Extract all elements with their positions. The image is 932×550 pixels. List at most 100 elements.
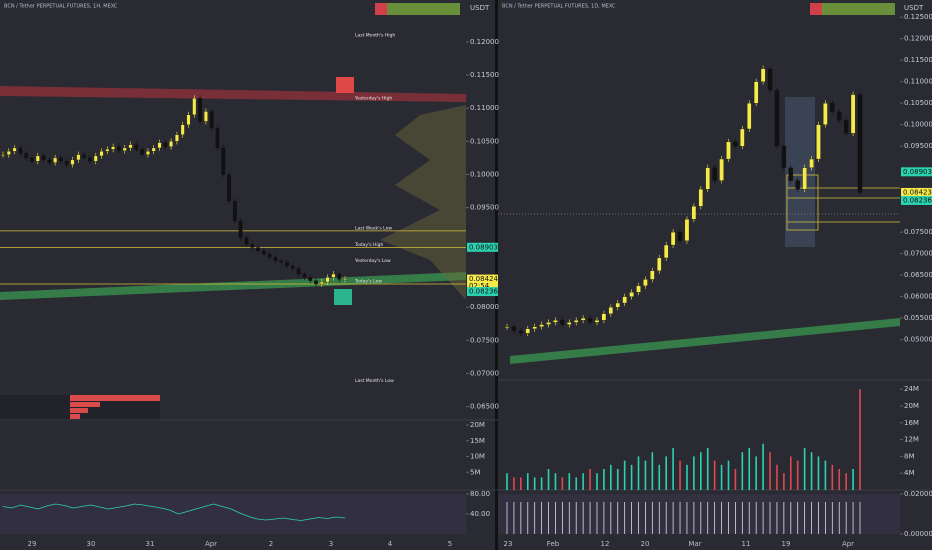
volume-bar — [596, 473, 598, 490]
candle — [587, 317, 593, 323]
price-tick-label: 0.12000 — [904, 35, 932, 43]
candle — [601, 313, 607, 321]
volume-bar — [831, 464, 834, 490]
candle — [560, 320, 565, 325]
volume-bar — [644, 460, 647, 490]
price-tick-label: 0.05500 — [904, 314, 932, 322]
candle — [192, 98, 197, 115]
time-label: 2 — [269, 540, 273, 548]
price-tag — [901, 195, 932, 205]
candle — [267, 253, 272, 258]
candle — [795, 180, 800, 190]
time-label: Feb — [547, 540, 560, 548]
toolbar-buttons[interactable] — [375, 3, 460, 15]
toolbar-button[interactable] — [375, 3, 387, 15]
time-label: 4 — [388, 540, 393, 548]
candle — [24, 153, 29, 159]
currency: USDT — [470, 4, 490, 12]
volume-bar — [741, 452, 744, 490]
candle — [643, 279, 648, 287]
volume-bar — [575, 477, 578, 490]
candle — [99, 151, 104, 157]
toolbar-button[interactable] — [810, 3, 822, 15]
price-tag-label: 0.08903 — [903, 168, 932, 176]
volume-tick-label: 16M — [904, 419, 919, 427]
volume-bar — [520, 477, 522, 490]
volume-bar — [838, 469, 841, 490]
volume-tick-label: 5M — [470, 468, 481, 476]
osc-tick-label: 0.00000 — [904, 530, 932, 538]
level-label: Yesterday's High — [354, 95, 392, 101]
volume-bar — [637, 456, 640, 490]
candle — [539, 324, 544, 327]
candle — [47, 159, 52, 163]
price-tick-label: 0.11000 — [470, 104, 499, 112]
candle — [712, 167, 717, 181]
time-label: 12 — [601, 540, 610, 548]
time-label: 3 — [329, 540, 333, 548]
price-tag — [901, 167, 932, 177]
candle — [608, 307, 614, 314]
price-tick-label: 0.07000 — [470, 370, 499, 378]
osc-tick-label: 0.02000 — [904, 490, 932, 498]
toolbar-buttons[interactable] — [810, 3, 895, 15]
price-tick-label: 0.09500 — [904, 142, 932, 150]
volume-bar — [706, 448, 709, 490]
candle — [296, 268, 301, 275]
candle — [30, 157, 34, 162]
price-tag-time: 02:54 — [469, 282, 490, 290]
volume-bar — [852, 469, 854, 490]
price-tick-label: 0.07500 — [904, 228, 932, 236]
candle — [186, 114, 191, 125]
price-tick-label: 0.11500 — [904, 56, 932, 64]
candle — [663, 244, 669, 259]
price-tick-label: 0.10500 — [470, 137, 499, 145]
candle — [244, 237, 249, 245]
price-tag-label: 0.08424 — [469, 275, 498, 283]
time-label: Apr — [842, 540, 854, 548]
candle — [594, 320, 600, 323]
candle — [684, 219, 690, 241]
candle — [175, 134, 179, 142]
candle — [816, 124, 821, 160]
volume-bar — [610, 464, 612, 490]
candle — [857, 94, 863, 193]
price-tag — [467, 242, 498, 252]
volume-bar — [686, 464, 688, 490]
volume-bar — [506, 473, 508, 490]
candle — [256, 247, 260, 251]
candle — [12, 147, 17, 152]
volume-bar — [817, 456, 820, 490]
price-tag-label: 0.08236 — [469, 288, 498, 296]
candle — [18, 147, 23, 154]
candle — [35, 155, 40, 162]
volume-bar — [845, 473, 847, 490]
volume-bar — [789, 456, 792, 490]
candle — [843, 120, 849, 134]
candle — [70, 159, 75, 165]
candle — [753, 81, 759, 104]
candle — [319, 281, 324, 285]
trend-channel — [0, 272, 466, 300]
candle — [151, 147, 156, 152]
candle — [53, 157, 58, 163]
candle — [59, 157, 63, 162]
candle — [546, 322, 551, 325]
volume-bar — [651, 452, 654, 490]
volume-profile — [380, 105, 466, 300]
candle — [705, 167, 710, 190]
candle — [198, 98, 202, 122]
price-tick-label: 0.10000 — [904, 121, 932, 129]
level-label: Today's High — [354, 242, 384, 248]
price-tick-label: 0.06000 — [904, 293, 932, 301]
candle — [41, 155, 46, 161]
volume-tick-label: 10M — [470, 453, 485, 461]
price-tick-label: 0.06500 — [904, 271, 932, 279]
candle — [261, 250, 266, 255]
volume-bar — [533, 477, 536, 490]
candle — [809, 158, 814, 168]
volume-bar — [755, 456, 757, 490]
price-tag-label: 0.08423 — [903, 188, 932, 196]
candle — [337, 273, 342, 280]
time-label: 30 — [87, 540, 96, 548]
